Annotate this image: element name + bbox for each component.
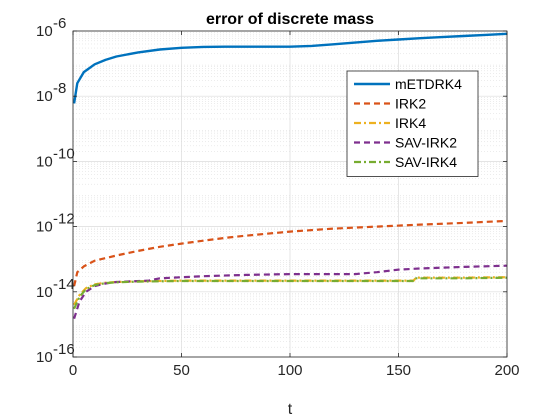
x-tick-label: 150	[386, 362, 411, 379]
legend-label: SAV-IRK4	[395, 154, 457, 170]
series-line-metdrk4	[72, 32, 508, 104]
y-tick-label: 10 -10	[36, 145, 75, 170]
series-layer	[72, 32, 508, 320]
y-tick-label: 10 -8	[36, 80, 66, 105]
x-tick-label: 200	[494, 362, 519, 379]
y-tick-label: 10 -14	[36, 276, 75, 301]
y-tick-label-exponent: -16	[53, 341, 75, 358]
y-tick-label-exponent: -14	[53, 276, 75, 293]
chart-title: error of discrete mass	[206, 11, 374, 28]
y-tick-label-exponent: -12	[53, 211, 75, 228]
series-line-sav-irk4	[73, 276, 508, 310]
series-line-irk2	[73, 219, 508, 287]
legend-label: IRK2	[395, 96, 426, 112]
x-tick-label: 0	[69, 362, 77, 379]
y-tick-label-exponent: -10	[53, 145, 75, 162]
series-line-irk4	[73, 276, 508, 306]
y-tick-label: 10 -16	[36, 341, 75, 366]
y-tick-label-base: 10	[36, 284, 53, 301]
y-tick-label: 10 -12	[36, 211, 75, 236]
legend-box	[346, 70, 479, 177]
legend-label: SAV-IRK2	[395, 135, 457, 151]
series-line-sav-irk2	[73, 264, 508, 320]
y-tick-label-base: 10	[36, 349, 53, 366]
y-tick-label-exponent: -8	[53, 80, 66, 97]
y-tick-label-base: 10	[36, 153, 53, 170]
y-tick-label-base: 10	[36, 219, 53, 236]
x-tick-label: 50	[173, 362, 190, 379]
x-axis-title: t	[288, 401, 293, 418]
y-tick-label-base: 10	[36, 23, 53, 40]
x-tick-label: 100	[277, 362, 302, 379]
y-tick-label-exponent: -6	[53, 15, 66, 32]
y-tick-label: 10 -6	[36, 15, 66, 40]
y-tick-label-base: 10	[36, 88, 53, 105]
legend-label: mETDRK4	[395, 76, 462, 92]
legend: mETDRK4 IRK2 IRK4 SAV-IRK2 SAV-IRK4	[346, 70, 479, 177]
legend-label: IRK4	[395, 115, 426, 131]
